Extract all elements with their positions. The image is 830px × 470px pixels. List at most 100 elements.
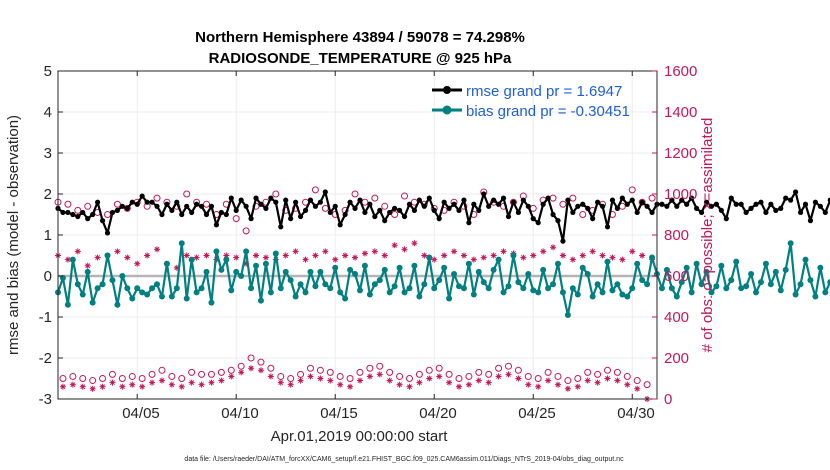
asterisk-stroke — [228, 373, 234, 379]
xtick-label: 04/15 — [320, 405, 358, 422]
bias-point — [198, 285, 205, 292]
obs-assimilated-marker — [69, 381, 76, 388]
bias-point — [223, 256, 230, 263]
bias-point — [287, 277, 294, 284]
bias-point — [292, 293, 299, 300]
obs-possible-marker — [267, 364, 275, 372]
rmse-point — [228, 195, 234, 201]
rmse-point — [590, 216, 596, 222]
rmse-point — [203, 211, 210, 218]
obs-possible-marker — [514, 366, 522, 374]
obs-possible-marker — [351, 190, 359, 198]
obs-possible-marker — [104, 211, 112, 218]
obs-assimilated-marker — [282, 252, 289, 259]
obs-possible-marker — [153, 194, 161, 202]
asterisk-stroke — [298, 378, 304, 384]
obs-possible-marker — [207, 370, 215, 378]
obs-assimilated-marker — [129, 381, 136, 388]
rmse-point — [456, 207, 462, 213]
asterisk-stroke — [85, 263, 91, 269]
ytick-right-label: 600 — [664, 268, 689, 285]
asterisk-stroke — [550, 244, 556, 250]
obs-assimilated-marker — [441, 252, 448, 259]
bias-point — [604, 258, 611, 265]
asterisk-stroke — [555, 382, 561, 388]
bias-point — [530, 287, 537, 294]
bias-point — [673, 293, 680, 300]
asterisk-stroke — [540, 248, 546, 254]
bias-point — [634, 260, 641, 267]
chart-title-line2: RADIOSONDE_TEMPERATURE @ 925 hPa — [209, 50, 512, 67]
rmse-point — [629, 197, 635, 203]
legend-bias-swatch-marker — [442, 105, 452, 115]
rmse-point — [426, 195, 432, 201]
obs-assimilated-marker — [401, 246, 408, 253]
obs-possible-marker — [633, 377, 641, 385]
legend-rmse-swatch-marker — [443, 86, 451, 94]
asterisk-stroke — [134, 261, 140, 267]
obs-possible-marker — [594, 370, 602, 378]
bias-point — [84, 268, 91, 275]
obs-assimilated-marker — [589, 248, 596, 255]
bias-point — [282, 268, 289, 275]
bias-point — [698, 281, 705, 288]
bias-point — [792, 291, 799, 298]
obs-possible-marker — [108, 370, 116, 378]
asterisk-stroke — [337, 382, 343, 388]
obs-possible-marker — [69, 372, 77, 380]
obs-possible-marker — [138, 375, 146, 382]
rmse-point — [570, 209, 576, 216]
bias-point — [738, 285, 745, 292]
xtick-label: 04/05 — [122, 405, 160, 422]
bias-point — [807, 277, 814, 284]
asterisk-stroke — [327, 378, 333, 384]
obs-possible-marker — [311, 186, 319, 194]
obs-assimilated-marker — [619, 256, 626, 263]
obs-assimilated-marker — [490, 252, 497, 259]
rmse-point — [198, 203, 205, 209]
bias-point — [352, 270, 359, 277]
rmse-point — [768, 201, 774, 207]
obs-assimilated-marker — [302, 256, 309, 263]
rmse-point — [372, 213, 378, 220]
rmse-point — [352, 205, 358, 211]
bias-point — [644, 281, 651, 288]
rmse-point — [599, 203, 606, 209]
bias-point — [297, 281, 304, 288]
asterisk-stroke — [90, 386, 96, 392]
bias-point — [777, 287, 784, 294]
asterisk-stroke — [436, 373, 442, 379]
ytick-left-label: -1 — [39, 309, 52, 326]
asterisk-stroke — [332, 257, 338, 263]
bias-point — [797, 281, 804, 288]
rmse-point — [446, 205, 452, 211]
bias-point — [802, 256, 809, 263]
asterisk-stroke — [114, 248, 120, 254]
bias-point — [257, 297, 264, 304]
obs-assimilated-marker — [629, 248, 636, 255]
asterisk-stroke — [441, 253, 447, 258]
asterisk-stroke — [75, 248, 81, 254]
bias-point — [619, 291, 626, 298]
asterisk-stroke — [535, 384, 541, 390]
asterisk-stroke — [496, 373, 502, 379]
asterisk-stroke — [421, 253, 427, 258]
rmse-point — [387, 209, 393, 216]
obs-assimilated-marker — [347, 383, 354, 390]
bias-point — [302, 289, 309, 296]
rmse-point — [639, 199, 645, 205]
obs-possible-marker — [128, 372, 136, 380]
bias-point — [431, 285, 438, 292]
asterisk-stroke — [293, 248, 299, 254]
bias-point — [178, 240, 185, 247]
obs-possible-marker — [227, 366, 235, 374]
rmse-point — [545, 195, 551, 201]
obs-possible-marker — [366, 364, 374, 372]
asterisk-stroke — [233, 255, 239, 261]
obs-assimilated-marker — [312, 252, 319, 259]
asterisk-stroke — [451, 248, 457, 254]
asterisk-stroke — [317, 376, 323, 381]
bias-point — [416, 293, 423, 300]
rmse-point — [392, 205, 398, 211]
bias-point — [733, 258, 740, 265]
